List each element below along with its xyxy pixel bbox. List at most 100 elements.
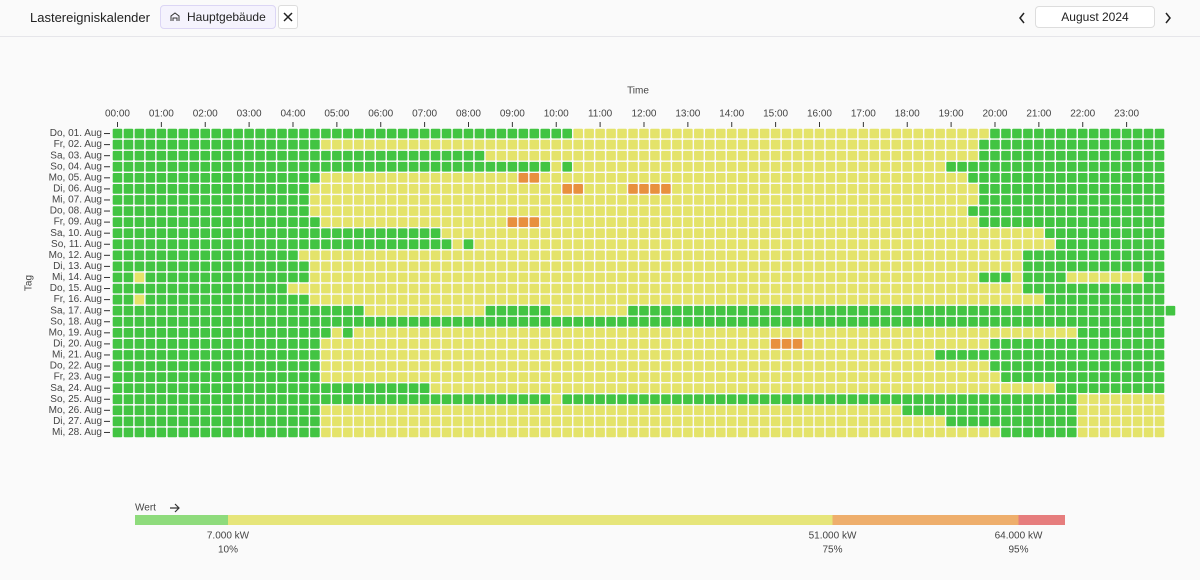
heat-cell bbox=[891, 195, 902, 205]
heat-cell bbox=[408, 239, 419, 250]
heat-cell bbox=[748, 272, 759, 283]
heat-cell bbox=[332, 327, 342, 338]
heat-cell bbox=[1154, 361, 1165, 371]
heat-cell bbox=[540, 305, 551, 316]
heat-cell bbox=[726, 283, 737, 294]
heat-cell bbox=[244, 195, 254, 205]
heat-cell bbox=[123, 405, 134, 416]
heat-cell bbox=[672, 239, 682, 250]
heat-cell bbox=[1088, 405, 1099, 416]
heat-cell bbox=[913, 339, 923, 349]
heat-cell bbox=[123, 161, 134, 172]
heat-cell bbox=[606, 217, 616, 227]
heat-cell bbox=[1023, 184, 1033, 194]
heat-cell bbox=[803, 383, 814, 394]
heat-cell bbox=[266, 283, 276, 294]
heat-cell bbox=[814, 405, 825, 416]
heat-cell bbox=[332, 405, 342, 416]
heat-cell bbox=[891, 172, 902, 183]
heat-cell bbox=[946, 361, 956, 371]
heat-cell bbox=[244, 405, 254, 416]
heat-cell bbox=[748, 195, 759, 205]
heat-cell bbox=[1012, 361, 1022, 371]
y-tick-label: So, 18. Aug bbox=[50, 316, 102, 327]
heat-cell bbox=[288, 394, 298, 405]
heat-cell bbox=[408, 195, 419, 205]
heat-cell bbox=[1121, 405, 1132, 416]
heat-cell bbox=[386, 394, 397, 405]
x-tick-label: 11:00 bbox=[588, 109, 613, 120]
heat-cell bbox=[343, 327, 353, 338]
building-filter[interactable]: Hauptgebäude bbox=[160, 5, 276, 29]
month-picker[interactable]: August 2024 bbox=[1035, 6, 1155, 28]
heat-cell bbox=[694, 283, 704, 294]
heat-cell bbox=[639, 272, 649, 283]
heat-cell bbox=[803, 139, 814, 150]
heat-cell bbox=[156, 305, 167, 316]
heat-cell bbox=[803, 272, 814, 283]
heat-cell bbox=[1034, 228, 1044, 239]
heat-cell bbox=[737, 250, 748, 261]
heat-cell bbox=[705, 305, 715, 316]
heat-cell bbox=[562, 405, 572, 416]
heat-cell bbox=[244, 383, 254, 394]
y-tick-label: Mi, 21. Aug bbox=[52, 350, 102, 361]
heat-cell bbox=[1056, 294, 1066, 305]
heat-cell bbox=[814, 228, 825, 239]
heat-cell bbox=[880, 339, 891, 349]
heat-cell bbox=[606, 394, 616, 405]
heat-cell bbox=[990, 394, 1000, 405]
heat-cell bbox=[277, 316, 287, 327]
heat-cell bbox=[990, 350, 1000, 360]
heat-cell bbox=[321, 361, 331, 371]
heat-cell bbox=[156, 184, 167, 194]
heat-cell bbox=[946, 195, 956, 205]
heat-cell bbox=[1056, 394, 1066, 405]
heat-cell bbox=[705, 316, 715, 327]
prev-month[interactable] bbox=[1014, 9, 1030, 27]
heat-cell bbox=[332, 305, 342, 316]
heat-cell bbox=[354, 350, 364, 360]
heat-cell bbox=[321, 172, 331, 183]
heat-cell bbox=[880, 383, 891, 394]
heat-cell bbox=[310, 228, 320, 239]
heat-cell bbox=[683, 250, 693, 261]
heat-cell bbox=[233, 339, 243, 349]
y-tick-label: Fr, 16. Aug bbox=[54, 294, 102, 305]
heat-cell bbox=[990, 128, 1000, 139]
heat-cell bbox=[178, 372, 189, 382]
heat-cell bbox=[397, 195, 408, 205]
remove-filter[interactable] bbox=[278, 5, 298, 29]
heat-cell bbox=[672, 195, 682, 205]
heat-cell bbox=[672, 416, 682, 427]
heat-cell bbox=[474, 150, 485, 161]
heat-cell bbox=[672, 161, 682, 172]
heat-cell bbox=[814, 383, 825, 394]
heat-cell bbox=[814, 128, 825, 139]
heat-cell bbox=[288, 416, 298, 427]
heat-cell bbox=[715, 250, 726, 261]
heat-cell bbox=[847, 350, 858, 360]
heat-cell bbox=[518, 239, 529, 250]
heat-cell bbox=[1012, 350, 1022, 360]
legend-percentile-label: 75% bbox=[822, 545, 842, 556]
heat-cell bbox=[1143, 150, 1154, 161]
heat-cell bbox=[233, 139, 243, 150]
heat-cell bbox=[957, 361, 967, 371]
next-month[interactable] bbox=[1160, 9, 1176, 27]
heat-cell bbox=[211, 294, 221, 305]
heat-cell bbox=[946, 427, 956, 438]
heat-cell bbox=[792, 139, 803, 150]
heat-cell bbox=[1066, 305, 1077, 316]
heat-cell bbox=[167, 361, 178, 371]
heat-cell bbox=[496, 405, 507, 416]
heat-cell bbox=[770, 228, 781, 239]
heat-cell bbox=[825, 416, 836, 427]
heat-cell bbox=[650, 128, 660, 139]
heat-cell bbox=[694, 372, 704, 382]
heat-cell bbox=[1012, 272, 1022, 283]
heat-cell bbox=[441, 339, 452, 349]
heat-cell bbox=[595, 250, 605, 261]
heat-cell bbox=[452, 217, 463, 227]
heat-cell bbox=[354, 206, 364, 216]
